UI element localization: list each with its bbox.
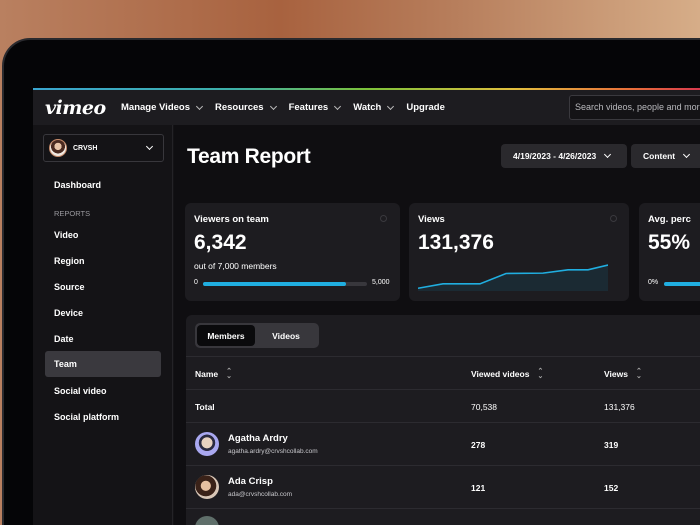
card-subtitle: out of 7,000 members <box>194 261 277 271</box>
chevron-down-icon <box>195 102 204 110</box>
sidebar-section-reports: REPORTS <box>54 209 91 218</box>
member-name: Agatha Ardry <box>228 433 288 444</box>
viewed-videos-value: 121 <box>471 483 486 493</box>
sidebar-item-social-video[interactable]: Social video <box>54 386 107 396</box>
brand-gradient-bar <box>33 88 700 90</box>
table-row[interactable]: Ada Crisp ada@crvshcollab.com 121 152 <box>186 465 700 508</box>
date-range-dropdown[interactable]: 4/19/2023 - 4/26/2023 <box>501 144 627 168</box>
chevron-down-icon <box>387 102 395 110</box>
info-icon[interactable] <box>610 215 617 222</box>
sidebar-item-date[interactable]: Date <box>54 334 74 344</box>
chevron-down-icon <box>145 142 154 151</box>
views-value: 152 <box>604 483 619 493</box>
vimeo-logo[interactable]: vimeo <box>45 96 106 119</box>
table-header: Name ⌃ ⌄ Viewed videos ⌃ ⌄ Views ⌃ ⌄ <box>186 356 700 389</box>
top-navigation: vimeo Manage Videos Resources Features W… <box>33 90 700 125</box>
member-email: agatha.ardry@crvshcollab.com <box>228 448 318 455</box>
avatar <box>195 516 219 525</box>
card-title: Views <box>418 214 445 225</box>
bar-min-label: 0 <box>194 279 198 286</box>
nav-watch[interactable]: Watch <box>353 102 395 113</box>
content-filter-dropdown[interactable]: Content <box>631 144 700 168</box>
sidebar-item-dashboard[interactable]: Dashboard <box>54 180 102 190</box>
account-switcher[interactable]: CRVSH <box>43 134 164 162</box>
account-name: CRVSH <box>73 144 98 152</box>
sidebar-item-team[interactable]: Team <box>45 351 161 377</box>
sort-icon: ⌃ ⌄ <box>537 368 544 380</box>
column-header-viewed-videos[interactable]: Viewed videos ⌃ ⌄ <box>471 368 544 380</box>
avatar <box>195 432 219 456</box>
view-toggle: Members Videos <box>195 323 319 348</box>
sidebar-item-device[interactable]: Device <box>54 308 84 318</box>
progress-fill <box>203 282 346 286</box>
column-header-name[interactable]: Name ⌃ ⌄ <box>195 368 233 380</box>
views-sparkline-chart <box>418 264 608 291</box>
chevron-down-icon <box>269 102 277 110</box>
account-avatar <box>49 139 67 157</box>
viewers-on-team-card: Viewers on team 6,342 out of 7,000 membe… <box>185 203 400 301</box>
page-title: Team Report <box>187 145 311 168</box>
info-icon[interactable] <box>380 215 387 222</box>
table-row-partial[interactable] <box>186 508 700 525</box>
tab-videos[interactable]: Videos <box>272 331 300 341</box>
column-header-views[interactable]: Views ⌃ ⌄ <box>604 368 642 380</box>
progress-bar <box>203 282 367 286</box>
chevron-down-icon <box>334 102 342 110</box>
card-value: 55% <box>648 231 691 254</box>
table-row-total: Total 70,538 131,376 <box>186 389 700 422</box>
sidebar-item-social-platform[interactable]: Social platform <box>54 412 120 422</box>
tab-members[interactable]: Members <box>197 325 255 346</box>
total-label: Total <box>195 402 215 412</box>
card-title: Avg. perc <box>648 214 691 225</box>
sidebar-item-source[interactable]: Source <box>54 282 85 292</box>
nav-upgrade[interactable]: Upgrade <box>406 102 445 113</box>
sidebar: CRVSH Dashboard REPORTS Video Region Sou… <box>33 125 173 525</box>
card-value: 6,342 <box>194 231 247 254</box>
avg-percentage-card: Avg. perc 55% 0% <box>639 203 700 301</box>
nav-manage-videos[interactable]: Manage Videos <box>121 102 204 113</box>
nav-features[interactable]: Features <box>289 102 342 113</box>
member-email: ada@crvshcollab.com <box>228 491 293 498</box>
main-content: Team Report 4/19/2023 - 4/26/2023 Conten… <box>174 125 700 525</box>
total-viewed-videos: 70,538 <box>471 402 497 412</box>
views-card: Views 131,376 <box>409 203 629 301</box>
progress-fill <box>664 282 700 286</box>
sort-icon: ⌃ ⌄ <box>226 368 233 380</box>
viewed-videos-value: 278 <box>471 440 486 450</box>
views-value: 319 <box>604 440 619 450</box>
chevron-down-icon <box>604 150 612 159</box>
members-table-panel: Members Videos Name ⌃ ⌄ Viewed videos ⌃ ⌄ Vi… <box>186 315 700 525</box>
search-input[interactable]: Search videos, people and more <box>569 95 700 120</box>
total-views: 131,376 <box>604 402 635 412</box>
sidebar-item-region[interactable]: Region <box>54 256 85 266</box>
avatar <box>195 475 219 499</box>
nav-resources[interactable]: Resources <box>215 102 277 113</box>
app-screen: vimeo Manage Videos Resources Features W… <box>33 88 700 525</box>
card-title: Viewers on team <box>194 214 269 225</box>
table-row[interactable]: Agatha Ardry agatha.ardry@crvshcollab.co… <box>186 422 700 465</box>
sort-icon: ⌃ ⌄ <box>635 368 642 380</box>
member-name: Ada Crisp <box>228 476 273 487</box>
chevron-down-icon <box>683 150 691 159</box>
card-value: 131,376 <box>418 231 494 254</box>
sidebar-item-video[interactable]: Video <box>54 230 79 240</box>
bar-max-label: 5,000 <box>372 279 390 286</box>
progress-bar <box>664 282 700 286</box>
bar-min-label: 0% <box>648 279 659 286</box>
